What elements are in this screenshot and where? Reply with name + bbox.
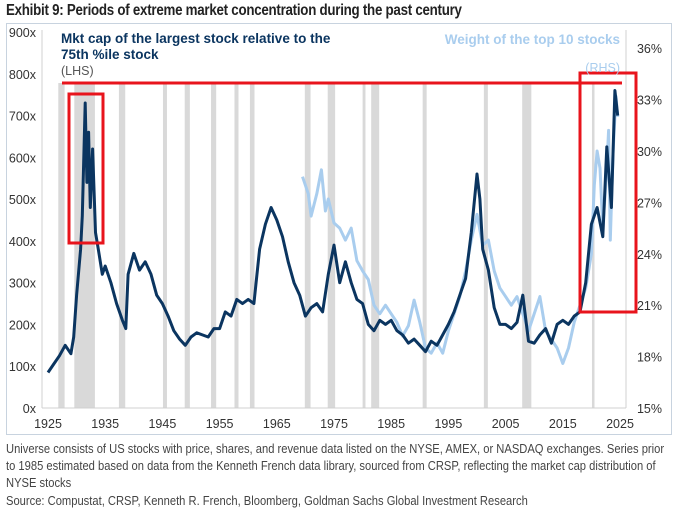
y-right-tick-label: 36%	[637, 42, 662, 56]
x-tick-label: 1945	[148, 417, 176, 431]
y-right-tick-label: 24%	[637, 248, 662, 262]
x-tick-label: 2005	[492, 417, 520, 431]
lhs-series-line	[46, 89, 620, 374]
chart-frame	[6, 23, 672, 435]
recession-band	[58, 83, 65, 408]
highlight-box-2020s	[578, 71, 638, 314]
y-left-tick-label: 800x	[9, 68, 37, 82]
recession-band	[234, 83, 239, 408]
y-left-tick-label: 200x	[9, 318, 37, 332]
x-tick-label: 1935	[91, 417, 119, 431]
x-tick-label: 1955	[206, 417, 234, 431]
recession-band	[118, 83, 126, 408]
recession-band	[304, 83, 311, 408]
recession-band	[327, 83, 336, 408]
y-right-tick-label: 18%	[637, 351, 662, 365]
x-tick-label: 1965	[263, 417, 291, 431]
recession-band	[483, 83, 488, 408]
y-right-tick-label: 30%	[637, 145, 662, 159]
x-tick-label: 2025	[606, 417, 634, 431]
y-left-tick-label: 600x	[9, 151, 37, 165]
y-right-tick-label: 33%	[637, 94, 662, 108]
y-left-tick-label: 400x	[9, 235, 37, 249]
recession-band	[249, 83, 255, 408]
legend-lhs-axis: (LHS)	[61, 64, 94, 78]
y-left-tick-label: 900x	[9, 26, 37, 40]
x-tick-label: 1995	[434, 417, 462, 431]
y-right-tick-label: 27%	[637, 196, 662, 210]
y-right-tick-label: 21%	[637, 299, 662, 313]
source-note: Source: Compustat, CRSP, Kenneth R. Fren…	[6, 493, 528, 508]
recession-band	[211, 83, 217, 408]
y-left-tick-label: 300x	[9, 277, 37, 291]
recession-band	[362, 83, 366, 408]
recession-band	[422, 83, 427, 408]
legend-lhs-label-line1: Mkt cap of the largest stock relative to…	[61, 31, 331, 46]
x-tick-label: 1925	[34, 417, 62, 431]
y-right-tick-label: 15%	[637, 402, 662, 416]
chart-svg: 0x 100x 200x 300x 400x 500x 600x 700x 800x 900x 15…	[9, 26, 662, 431]
recession-band	[522, 83, 532, 408]
y-left-tick-label: 700x	[9, 110, 37, 124]
y-left-tick-label: 0x	[23, 402, 37, 416]
legend-lhs-label-line2: 75th %ile stock	[61, 47, 159, 62]
highlight-box-1930s	[67, 92, 105, 245]
x-tick-label: 1985	[377, 417, 405, 431]
x-tick-label: 1975	[320, 417, 348, 431]
legend-rhs-axis: (RHS)	[585, 61, 620, 75]
recession-band	[371, 83, 380, 408]
y-left-tick-label: 500x	[9, 193, 37, 207]
footnote: Universe consists of US stocks with pric…	[6, 441, 665, 490]
legend-rhs-label: Weight of the top 10 stocks	[445, 32, 620, 47]
x-tick-label: 2015	[549, 417, 577, 431]
y-left-tick-label: 100x	[9, 360, 37, 374]
recession-band	[162, 83, 167, 408]
chart-title: Exhibit 9: Periods of extreme market con…	[6, 2, 462, 19]
recession-band	[184, 83, 190, 408]
